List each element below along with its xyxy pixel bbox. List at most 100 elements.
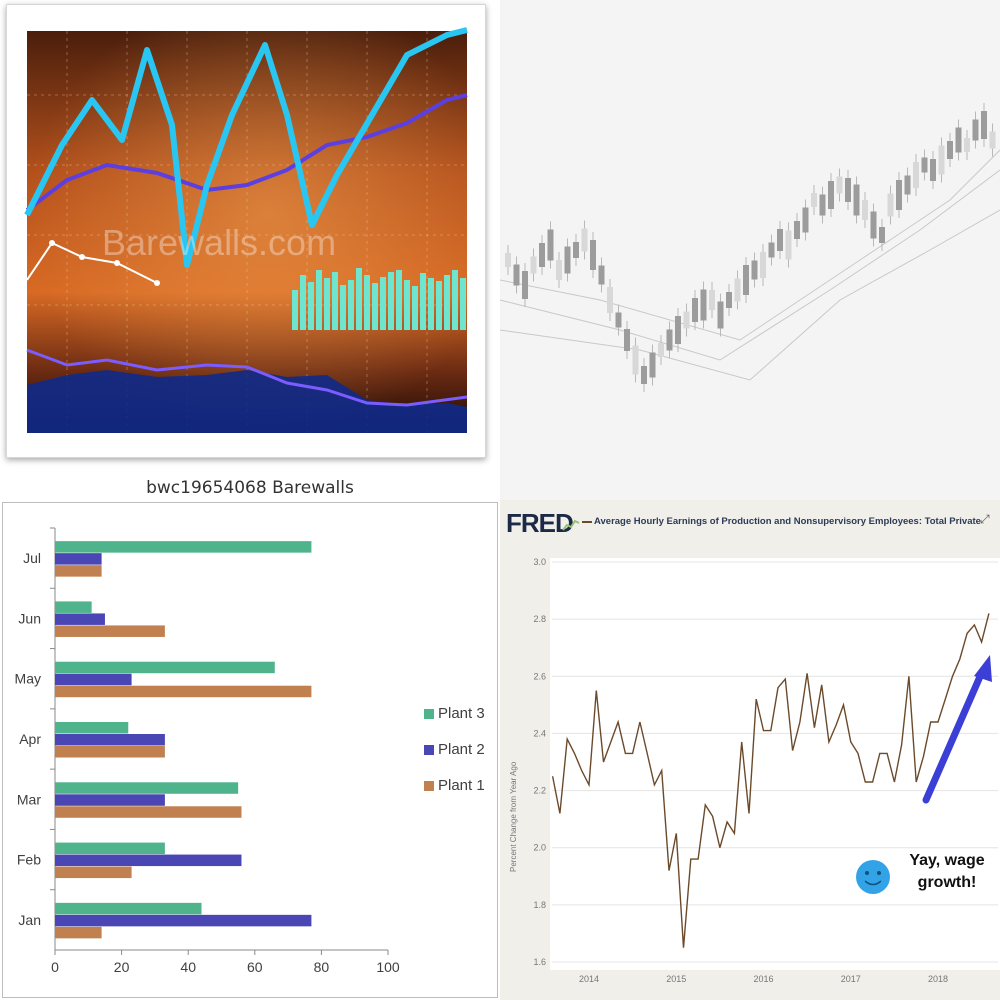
fred-y-tick-label: 3.0 xyxy=(533,557,546,567)
candle-body xyxy=(896,180,902,210)
candle-body xyxy=(964,138,970,152)
teal-bar xyxy=(308,282,314,330)
fred-y-tick-label: 2.2 xyxy=(533,786,546,796)
expand-icon[interactable]: ⤢ xyxy=(980,512,990,526)
legend-label: Plant 1 xyxy=(438,777,485,794)
candle-body xyxy=(683,311,690,329)
candle-body xyxy=(751,260,758,280)
teal-bar xyxy=(316,270,322,330)
trend-line xyxy=(500,169,1000,361)
y-tick-label: Jan xyxy=(18,912,41,928)
candle-body xyxy=(921,157,928,173)
teal-bar xyxy=(420,273,426,330)
fred-chart-title: Average Hourly Earnings of Production an… xyxy=(594,516,981,527)
candle-body xyxy=(785,230,792,260)
teal-bar xyxy=(292,290,298,330)
candle-body xyxy=(649,352,656,378)
legend-label: Plant 2 xyxy=(438,741,485,758)
legend-line-icon xyxy=(582,521,592,523)
candle-body xyxy=(955,127,962,153)
bar-plant-1 xyxy=(55,685,312,698)
teal-bar xyxy=(324,278,330,330)
candle-body xyxy=(726,292,732,308)
candle-body xyxy=(845,178,851,202)
y-tick-label: Feb xyxy=(17,852,41,868)
arrow-annotation xyxy=(922,655,992,804)
candle-body xyxy=(505,253,511,267)
candle-body xyxy=(887,193,894,217)
teal-bar xyxy=(348,280,354,330)
candle-body xyxy=(615,312,622,328)
x-tick-label: 0 xyxy=(51,959,59,975)
bar-plant-2 xyxy=(55,613,105,625)
candle-body xyxy=(743,265,749,295)
trend-line xyxy=(500,209,1000,381)
teal-bar xyxy=(436,281,442,330)
fred-logo: FRED xyxy=(506,508,574,538)
fred-grid xyxy=(552,561,998,963)
teal-bar xyxy=(444,275,450,330)
teal-volume-bars xyxy=(292,268,466,330)
teal-bar xyxy=(404,280,410,330)
candle-body xyxy=(947,141,953,159)
fred-y-tick-label: 1.8 xyxy=(533,900,546,910)
candle-body xyxy=(717,301,724,329)
bar-plant-2 xyxy=(55,794,165,806)
y-tick-label: Jul xyxy=(23,550,41,566)
teal-bar xyxy=(356,268,362,330)
y-tick-label: Mar xyxy=(17,791,41,807)
teal-bar xyxy=(364,275,370,330)
bar-plant-1 xyxy=(55,926,102,939)
candlestick-panel xyxy=(500,0,1000,500)
teal-bar xyxy=(388,272,394,330)
fred-x-tick-label: 2017 xyxy=(841,974,861,984)
candle-body xyxy=(641,366,647,384)
candle-body xyxy=(862,200,868,220)
fred-x-tick-label: 2015 xyxy=(666,974,686,984)
fred-tick-labels: 1.6 1.8 2.0 2.2 2.4 2.6 2.8 3.0 2014 2015 2016 2017… xyxy=(533,557,948,984)
dark-lower-band xyxy=(27,370,467,433)
x-tick-label: 60 xyxy=(247,959,263,975)
legend-swatch xyxy=(424,781,434,791)
teal-bar xyxy=(380,277,386,330)
candlesticks xyxy=(505,103,996,392)
fred-y-tick-label: 2.0 xyxy=(533,843,546,853)
candle-body xyxy=(938,145,945,175)
fred-panel: FRED Average Hourly Earnings of Producti… xyxy=(500,500,1000,1000)
teal-bar xyxy=(396,270,402,330)
x-tick-label: 40 xyxy=(180,959,196,975)
candle-body xyxy=(530,256,537,274)
candle-body xyxy=(564,246,571,274)
photo-caption: bwc19654068 Barewalls xyxy=(146,478,354,498)
bar-plant-3 xyxy=(55,842,165,855)
candle-body xyxy=(972,119,979,141)
y-tick-label: May xyxy=(15,671,41,687)
candle-body xyxy=(666,329,673,351)
teal-bar xyxy=(428,278,434,330)
fred-y-tick-label: 2.4 xyxy=(533,728,546,738)
candle-body xyxy=(794,221,800,239)
candle-body xyxy=(522,271,528,299)
fred-y-tick-label: 2.6 xyxy=(533,671,546,681)
teal-bar xyxy=(460,278,466,330)
candle-body xyxy=(556,260,562,280)
smiley-icon xyxy=(856,860,890,894)
bar-plant-1 xyxy=(55,625,165,637)
bar-plant-2 xyxy=(55,914,312,927)
photo-frame: Barewalls.com xyxy=(6,4,486,458)
candle-body xyxy=(836,176,843,194)
candle-body xyxy=(607,287,613,313)
fred-x-tick-label: 2016 xyxy=(753,974,773,984)
candle-body xyxy=(802,207,809,233)
candle-body xyxy=(853,184,860,216)
teal-bar xyxy=(300,275,306,330)
teal-bar xyxy=(372,283,378,330)
candle-body xyxy=(819,194,826,216)
candle-body xyxy=(581,228,588,252)
purple-line xyxy=(25,93,468,212)
bar-plant-1 xyxy=(55,565,102,577)
candle-body xyxy=(811,193,817,207)
candlestick-trend-lines xyxy=(500,149,1000,381)
bar-plant-1 xyxy=(55,746,165,758)
y-tick-label: Apr xyxy=(19,731,41,747)
